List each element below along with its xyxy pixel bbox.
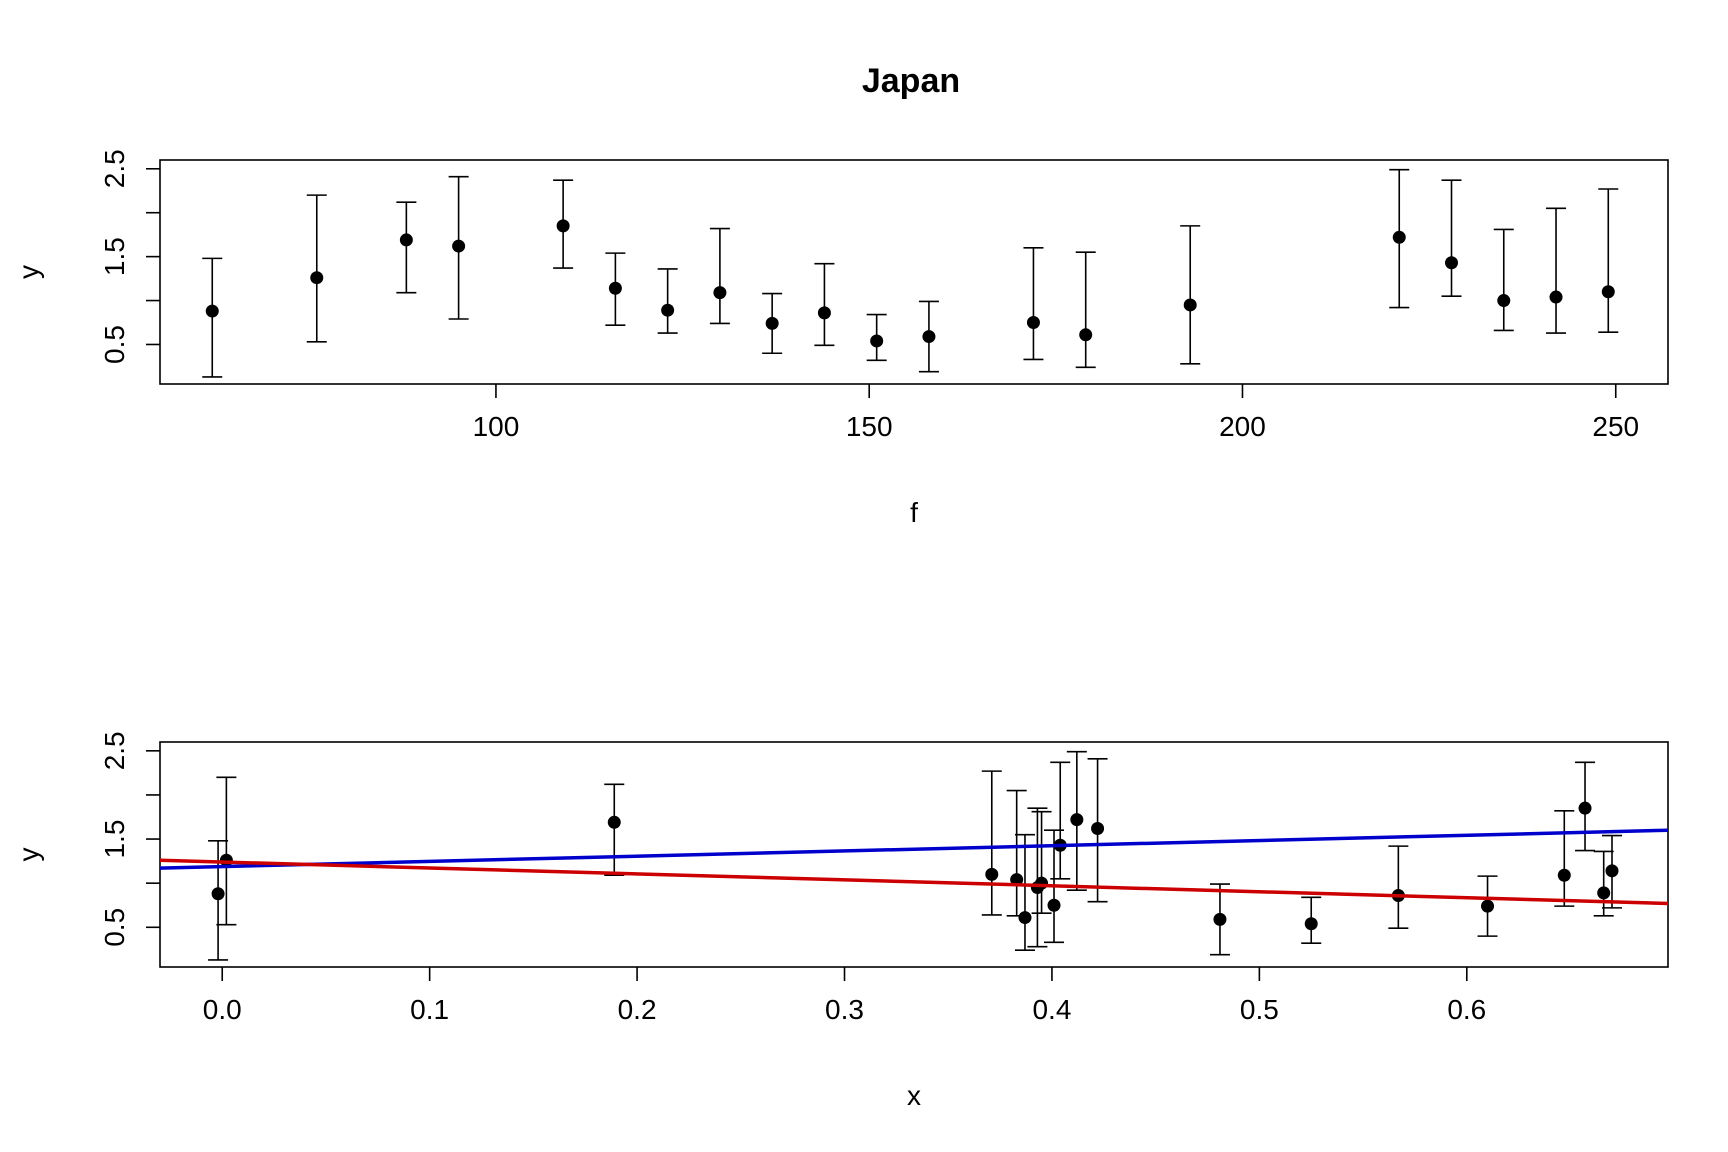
data-point [817,306,831,320]
x-tick-label: 0.5 [1240,994,1279,1025]
data-point [1557,868,1571,882]
data-point [399,233,413,247]
x-tick-label: 0.0 [203,994,242,1025]
x-tick-label: 0.3 [825,994,864,1025]
data-point [310,271,324,285]
error-bar [981,770,1002,916]
y-axis-label: y [13,848,44,862]
y-axis-label: y [13,265,44,279]
error-bar [1023,247,1044,361]
x-tick-label: 0.6 [1447,994,1486,1025]
fit-line [160,858,1668,906]
error-bar [814,262,835,347]
y-tick-label: 2.5 [99,731,130,770]
y-tick-label: 0.5 [99,325,130,364]
data-point [713,286,727,300]
data-point [1213,912,1227,926]
error-bar [1180,225,1201,365]
error-bar [216,776,237,926]
error-bar [306,194,327,343]
x-tick-label: 200 [1219,411,1266,442]
data-point [1070,813,1084,827]
y-tick-label: 2.5 [99,149,130,188]
data-point [1497,294,1511,308]
x-tick-label: 0.1 [410,994,449,1025]
y-tick-label: 1.5 [99,237,130,276]
data-point [870,334,884,348]
error-bar [1593,850,1614,917]
error-bar [202,257,223,378]
data-point [608,281,622,295]
error-bar [1014,833,1035,952]
data-point [1183,298,1197,312]
y-tick-label: 1.5 [99,820,130,859]
x-tick-label: 100 [473,411,520,442]
chart-title: Japan [862,62,960,100]
y-tick-label: 0.5 [99,908,130,947]
error-bar [1546,207,1567,334]
data-point [1091,821,1105,835]
data-point [607,815,621,829]
data-point [1047,898,1061,912]
x-tick-label: 150 [846,411,893,442]
data-point [1549,290,1563,304]
data-point [1578,801,1592,815]
x-axis-label: x [907,1080,921,1111]
data-point [1481,899,1495,913]
data-point [1597,886,1611,900]
error-bar [1493,228,1514,332]
error-bar [709,227,730,325]
x-tick-label: 0.2 [618,994,657,1025]
data-point [985,867,999,881]
data-point [1010,873,1024,887]
top-panel: 100 150 200 250 0.5 1.5 2.5 f y [13,149,1669,528]
error-bar [1075,251,1096,369]
x-tick-label: 250 [1592,411,1639,442]
error-bar [1050,761,1071,880]
data-point [1304,917,1318,931]
error-bar [1598,188,1619,333]
data-point [1018,911,1032,925]
error-bar [396,201,417,294]
error-bar [1031,810,1052,914]
data-point [211,887,225,901]
data-point [556,219,570,233]
data-point [1026,316,1040,330]
x-tick-label: 0.4 [1032,994,1071,1025]
data-point [1601,285,1615,299]
data-point [205,304,219,318]
error-bar [604,783,625,877]
error-bar [1027,807,1048,948]
x-axis-label: f [910,497,918,528]
data-point [1445,256,1459,270]
data-point [1035,876,1049,890]
error-bar [1441,179,1462,297]
error-bar [657,268,678,334]
plot-frame [159,741,1669,968]
fit-line [160,828,1668,870]
data-point [452,239,466,253]
bottom-panel: 0.0 0.1 0.2 0.3 0.4 0.5 0.6 0.5 1.5 2.5 x y [13,731,1669,1111]
data-point [1079,328,1093,342]
data-point [922,330,936,344]
error-bar [1388,845,1409,929]
error-bar [1006,789,1027,917]
error-bar [1554,810,1575,907]
data-point [1605,864,1619,878]
data-point [765,316,779,330]
plot-frame [159,159,1669,385]
data-point [661,303,675,317]
data-point [1392,230,1406,244]
